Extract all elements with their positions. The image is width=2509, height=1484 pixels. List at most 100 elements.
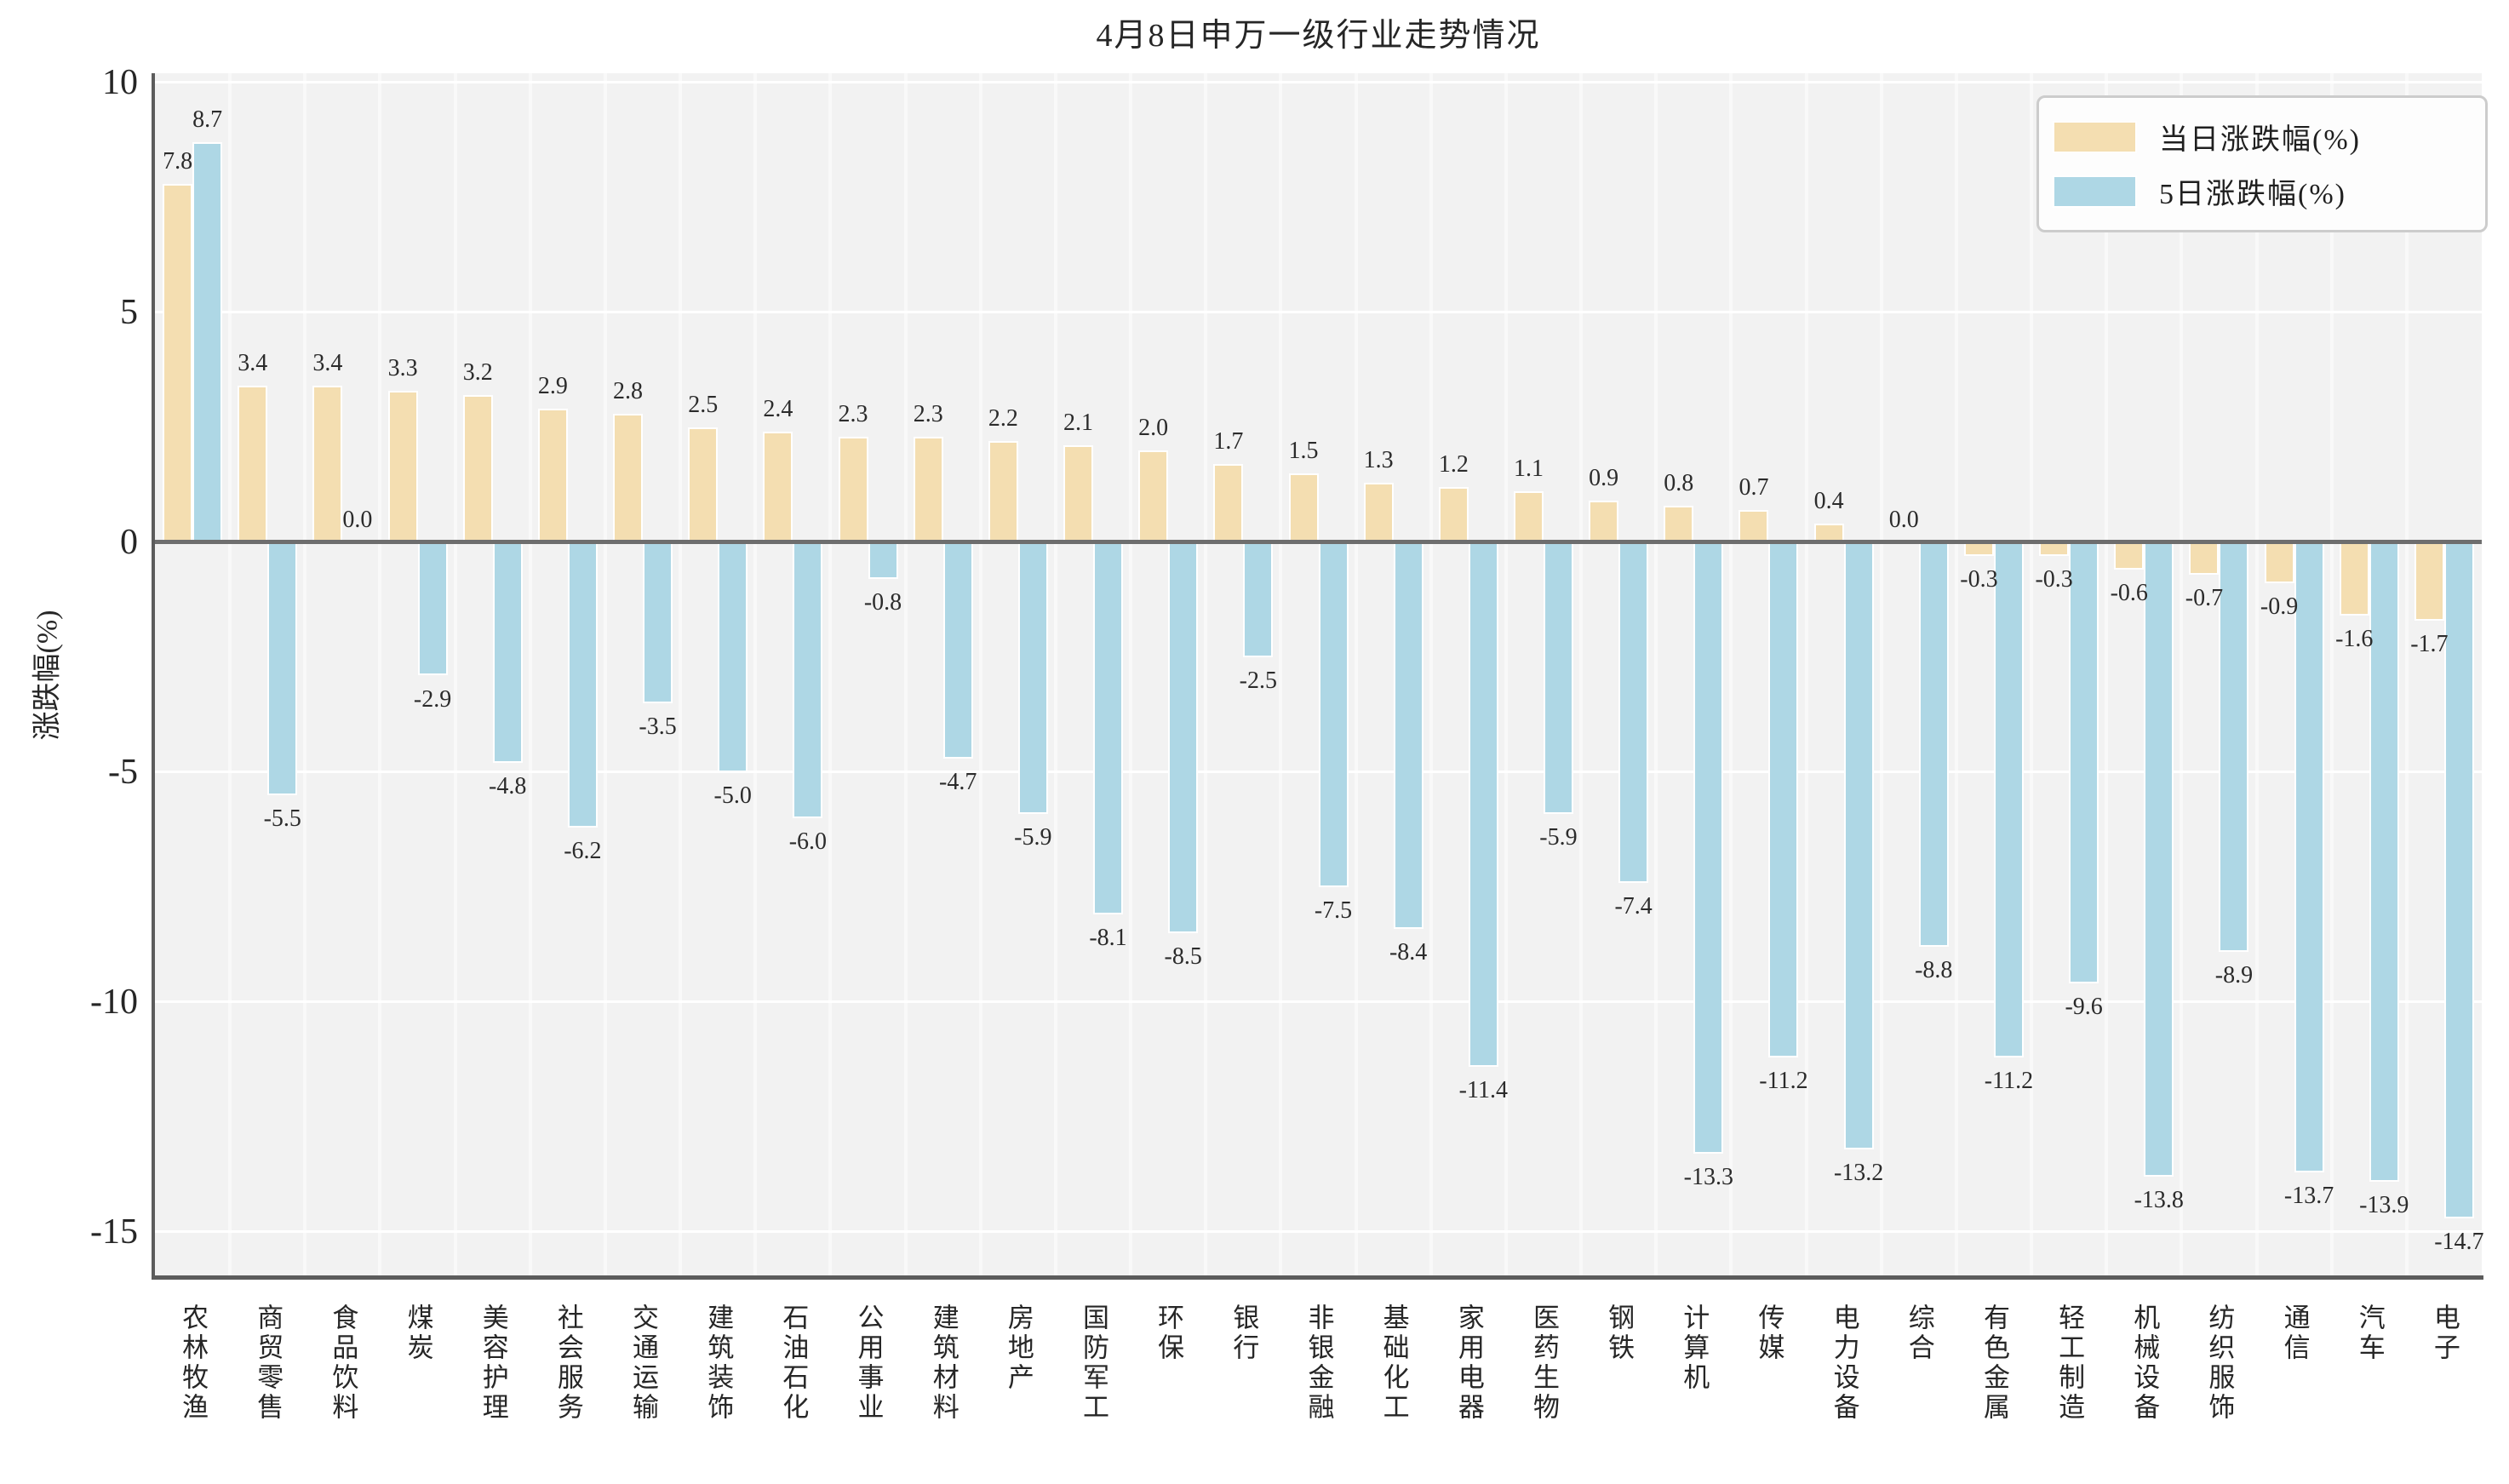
- bar-value-label: -11.4: [1458, 1076, 1508, 1103]
- v-gridline: [1654, 73, 1658, 1278]
- bar: [2414, 541, 2444, 621]
- bar-value-label: -13.3: [1683, 1164, 1733, 1191]
- v-gridline: [2030, 73, 2034, 1278]
- h-gridline: [155, 1230, 2482, 1234]
- v-gridline: [378, 73, 382, 1278]
- bar: [793, 541, 823, 818]
- bar: [163, 183, 193, 542]
- v-gridline: [1954, 73, 1958, 1278]
- bar: [1693, 541, 1724, 1155]
- legend-swatch-daily: [2053, 120, 2137, 153]
- x-tick-label: 医药生物: [1528, 1304, 1559, 1423]
- bar-value-label: -13.2: [1833, 1159, 1884, 1186]
- x-tick-label: 电子: [2429, 1304, 2460, 1363]
- bar: [1843, 541, 1874, 1149]
- bar-value-label: -4.7: [939, 768, 977, 795]
- bar-value-label: 2.4: [763, 396, 793, 423]
- v-gridline: [2254, 73, 2259, 1278]
- bar: [1468, 541, 1498, 1067]
- bar-value-label: -5.0: [713, 782, 752, 809]
- x-axis-spine: [152, 1275, 2483, 1280]
- x-tick-label: 社会服务: [553, 1304, 583, 1423]
- bar-value-label: 1.5: [1288, 437, 1319, 464]
- bar: [1168, 541, 1199, 933]
- bar: [1739, 510, 1769, 542]
- v-gridline: [1504, 73, 1508, 1278]
- x-tick-label: 农林牧渔: [178, 1304, 209, 1423]
- bar-value-label: -3.5: [639, 713, 677, 740]
- legend-entry-daily: 当日涨跌幅(%): [2039, 116, 2485, 158]
- bar: [1017, 541, 1048, 814]
- bar: [567, 541, 598, 828]
- bar-value-label: -0.6: [2110, 580, 2148, 607]
- plot-area: 7.8 3.4 3.4 3.3 3.2 2.9 2.8 2.5 2.4 2.3 2.3 2.2 2.1 2…: [155, 73, 2484, 1278]
- bar-value-label: -8.8: [1915, 957, 1953, 984]
- y-tick-label: 0: [120, 522, 138, 562]
- bar: [2264, 541, 2294, 584]
- y-tick-label: -15: [90, 1212, 138, 1252]
- bar-value-label: 0.8: [1664, 469, 1694, 496]
- bar-value-label: -8.4: [1389, 938, 1428, 965]
- legend-label-5day: 5日涨跌幅(%): [2159, 179, 2346, 210]
- bar: [988, 441, 1018, 542]
- v-gridline: [1129, 73, 1133, 1278]
- bar-value-label: -13.9: [2359, 1191, 2409, 1218]
- bar-value-label: -0.3: [1960, 566, 1998, 593]
- x-tick-label: 电力设备: [1829, 1304, 1859, 1423]
- bar: [1513, 491, 1544, 542]
- bar-value-label: -5.9: [1014, 823, 1052, 851]
- bar: [1288, 473, 1319, 542]
- bar: [2369, 541, 2399, 1182]
- bar-value-label: 8.7: [192, 106, 223, 133]
- x-tick-label: 银行: [1229, 1304, 1259, 1363]
- v-gridline: [679, 73, 683, 1278]
- bar: [1063, 445, 1094, 542]
- x-tick-label: 有色金属: [1979, 1304, 2009, 1423]
- bar-value-label: -0.8: [863, 589, 902, 616]
- x-tick-label: 交通运输: [628, 1304, 659, 1423]
- bar-value-label: -7.4: [1614, 892, 1653, 920]
- bar-value-label: 0.4: [1813, 488, 1844, 515]
- bar-value-label: 3.4: [312, 350, 343, 377]
- bar-value-label: -2.9: [413, 685, 452, 713]
- x-tick-label: 传媒: [1754, 1304, 1784, 1363]
- v-gridline: [828, 73, 833, 1278]
- bar: [2339, 541, 2369, 616]
- zero-axis-line: [155, 540, 2482, 545]
- h-gridline: [155, 81, 2482, 84]
- bar: [192, 142, 223, 542]
- v-gridline: [753, 73, 758, 1278]
- bar: [1664, 505, 1694, 542]
- bar: [1363, 482, 1394, 542]
- bar-value-label: 2.3: [838, 400, 868, 427]
- v-gridline: [2180, 73, 2184, 1278]
- bar-value-label: -11.2: [1984, 1067, 2034, 1094]
- v-gridline: [2404, 73, 2409, 1278]
- v-gridline: [228, 73, 232, 1278]
- bar: [1993, 541, 2024, 1057]
- x-tick-label: 家用电器: [1453, 1304, 1484, 1423]
- bar-value-label: -4.8: [489, 773, 527, 800]
- bar-value-label: 2.5: [688, 391, 719, 418]
- bar: [537, 409, 568, 542]
- bar: [462, 395, 493, 542]
- bar: [2219, 541, 2249, 952]
- bar-value-label: -13.8: [2134, 1187, 2184, 1214]
- bar-value-label: -14.7: [2434, 1228, 2484, 1255]
- bar: [417, 541, 448, 676]
- bar: [1543, 541, 1573, 814]
- h-gridline: [155, 311, 2482, 314]
- bar-value-label: -8.9: [2214, 961, 2254, 988]
- v-gridline: [603, 73, 607, 1278]
- x-tick-label: 钢铁: [1604, 1304, 1635, 1363]
- bar-value-label: 0.0: [342, 506, 373, 533]
- bar: [913, 436, 943, 542]
- x-tick-label: 通信: [2279, 1304, 2310, 1363]
- bar: [763, 432, 793, 542]
- v-gridline: [1804, 73, 1808, 1278]
- bar-value-label: -5.5: [263, 805, 301, 832]
- bar-value-label: 1.2: [1438, 451, 1469, 478]
- bar: [1589, 501, 1619, 542]
- bar-value-label: 2.2: [988, 405, 1018, 433]
- bar-value-label: 3.3: [387, 354, 418, 381]
